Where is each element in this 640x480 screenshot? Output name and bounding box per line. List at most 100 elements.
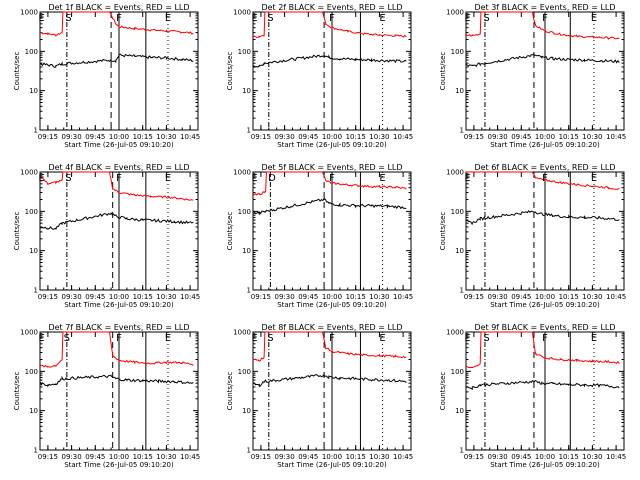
lld-series-line bbox=[252, 171, 407, 196]
panel-det-9: Det 9f BLACK = Events, RED = LLD 1 10 100 10… bbox=[439, 323, 626, 469]
x-tick-label: 09:30 bbox=[62, 133, 82, 141]
x-tick-label: 10:00 bbox=[322, 133, 342, 141]
x-tick-label: 10:45 bbox=[393, 133, 413, 141]
y-tick-label: 100 bbox=[451, 368, 464, 376]
x-tick-label: 09:15 bbox=[251, 453, 271, 461]
y-tick-label: 10 bbox=[455, 87, 464, 95]
panel-title: Det 3f BLACK = Events, RED = LLD bbox=[474, 3, 615, 12]
x-tick-label: 10:45 bbox=[606, 133, 626, 141]
y-tick-label: 10 bbox=[29, 407, 38, 415]
x-tick-label: 10:45 bbox=[393, 293, 413, 301]
x-tick-label: 10:00 bbox=[535, 133, 555, 141]
region-marker-label: F bbox=[116, 13, 122, 24]
x-tick-label: 10:00 bbox=[535, 453, 555, 461]
region-marker-label: E bbox=[38, 333, 44, 344]
x-tick-label: 10:30 bbox=[582, 293, 602, 301]
region-marker-label: E bbox=[165, 13, 171, 24]
x-tick-label: 10:00 bbox=[109, 453, 129, 461]
x-tick-label: 09:30 bbox=[275, 293, 295, 301]
x-axis-label: Start Time (26-Jul-05 09:10:20) bbox=[64, 461, 174, 469]
x-axis-label: Start Time (26-Jul-05 09:10:20) bbox=[64, 301, 174, 309]
x-axis-label: Start Time (26-Jul-05 09:10:20) bbox=[277, 461, 387, 469]
region-marker-label: S bbox=[483, 333, 489, 344]
region-marker-label: E bbox=[251, 13, 257, 24]
y-tick-label: 100 bbox=[451, 48, 464, 56]
lld-series-line bbox=[252, 11, 407, 39]
x-tick-label: 10:15 bbox=[559, 293, 579, 301]
y-tick-label: 1000 bbox=[233, 329, 251, 337]
panel-title: Det 4f BLACK = Events, RED = LLD bbox=[48, 163, 189, 172]
panel-det-1: Det 1f BLACK = Events, RED = LLD 1 10 100 10… bbox=[13, 3, 200, 149]
y-tick-label: 1000 bbox=[446, 169, 464, 177]
x-tick-label: 10:30 bbox=[156, 453, 176, 461]
region-marker-label: E bbox=[591, 13, 597, 24]
y-axis-label: Counts/sec bbox=[13, 52, 21, 91]
y-tick-label: 10 bbox=[29, 247, 38, 255]
panel-det-4: Det 4f BLACK = Events, RED = LLD 1 10 100 10… bbox=[13, 163, 200, 309]
x-tick-label: 09:15 bbox=[464, 133, 484, 141]
x-tick-label: 10:30 bbox=[582, 133, 602, 141]
region-marker-label: S bbox=[65, 173, 71, 184]
x-tick-label: 10:30 bbox=[156, 133, 176, 141]
y-tick-label: 1 bbox=[34, 127, 38, 135]
y-tick-label: 1 bbox=[460, 287, 464, 295]
panel-det-8: Det 8f BLACK = Events, RED = LLD 1 10 100 10… bbox=[226, 323, 413, 469]
events-series-line bbox=[39, 374, 194, 388]
x-tick-label: 09:15 bbox=[38, 453, 58, 461]
x-tick-label: 10:45 bbox=[180, 293, 200, 301]
x-tick-label: 09:45 bbox=[85, 133, 105, 141]
events-series-line bbox=[252, 196, 407, 216]
y-tick-label: 10 bbox=[455, 407, 464, 415]
y-tick-label: 1000 bbox=[446, 9, 464, 17]
y-axis-label: Counts/sec bbox=[439, 52, 447, 91]
y-axis-label: Counts/sec bbox=[13, 372, 21, 411]
x-tick-label: 09:15 bbox=[464, 293, 484, 301]
region-marker-label: F bbox=[542, 333, 548, 344]
y-tick-label: 1000 bbox=[20, 169, 38, 177]
lld-series-line bbox=[39, 171, 194, 201]
x-tick-label: 10:00 bbox=[109, 293, 129, 301]
y-tick-label: 100 bbox=[451, 208, 464, 216]
region-marker-label: S bbox=[267, 13, 273, 24]
region-marker-label: E bbox=[591, 333, 597, 344]
region-marker-label: E bbox=[464, 173, 470, 184]
y-tick-label: 100 bbox=[238, 208, 251, 216]
x-tick-label: 09:45 bbox=[298, 453, 318, 461]
x-tick-label: 10:30 bbox=[369, 453, 389, 461]
x-tick-label: 09:30 bbox=[488, 133, 508, 141]
region-marker-label: F bbox=[542, 13, 548, 24]
x-axis-label: Start Time (26-Jul-05 09:10:20) bbox=[490, 141, 600, 149]
y-tick-label: 1 bbox=[460, 127, 464, 135]
x-tick-label: 10:45 bbox=[606, 293, 626, 301]
y-tick-label: 1000 bbox=[20, 9, 38, 17]
region-marker-label: E bbox=[379, 13, 385, 24]
lld-series-line bbox=[465, 331, 620, 369]
region-marker-label: S bbox=[64, 333, 70, 344]
x-tick-label: 09:15 bbox=[38, 293, 58, 301]
x-tick-label: 09:30 bbox=[488, 293, 508, 301]
panel-title: Det 7f BLACK = Events, RED = LLD bbox=[48, 323, 189, 332]
panel-title: Det 1f BLACK = Events, RED = LLD bbox=[48, 3, 189, 12]
x-tick-label: 10:00 bbox=[322, 293, 342, 301]
events-series-line bbox=[39, 212, 194, 230]
x-tick-label: 10:30 bbox=[369, 293, 389, 301]
lld-series-line bbox=[466, 171, 620, 190]
region-marker-label: F bbox=[116, 333, 122, 344]
x-axis-label: Start Time (26-Jul-05 09:10:20) bbox=[490, 301, 600, 309]
panel-det-3: Det 3f BLACK = Events, RED = LLD 1 10 100 10… bbox=[439, 3, 626, 149]
x-axis-label: Start Time (26-Jul-05 09:10:20) bbox=[277, 301, 387, 309]
region-marker-label: E bbox=[251, 333, 257, 344]
y-axis-label: Counts/sec bbox=[226, 52, 234, 91]
events-series-line bbox=[465, 379, 620, 391]
x-tick-label: 09:30 bbox=[62, 453, 82, 461]
panel-det-2: Det 2f BLACK = Events, RED = LLD 1 10 100 10… bbox=[226, 3, 413, 149]
x-tick-label: 09:30 bbox=[488, 453, 508, 461]
y-tick-label: 10 bbox=[242, 407, 251, 415]
region-marker-label: E bbox=[38, 13, 44, 24]
x-tick-label: 10:15 bbox=[346, 133, 366, 141]
region-marker-label: F bbox=[329, 333, 335, 344]
events-series-line bbox=[252, 54, 407, 68]
y-tick-label: 1000 bbox=[233, 9, 251, 17]
x-tick-label: 10:15 bbox=[346, 453, 366, 461]
